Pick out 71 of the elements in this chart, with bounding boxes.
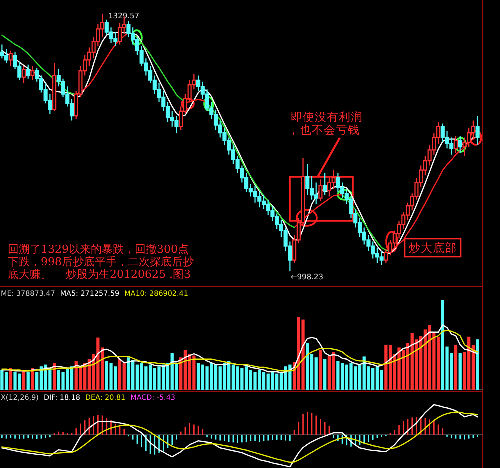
- bar: [232, 364, 236, 390]
- annotation: ，也不会亏钱: [288, 123, 360, 137]
- bar: [136, 364, 140, 390]
- candlestick: [476, 116, 480, 146]
- bar: [96, 338, 100, 390]
- bar: [350, 363, 353, 390]
- bar: [206, 366, 209, 390]
- annotation: 下跌，998后抄底平手，二次探底后抄: [8, 256, 194, 268]
- bar: [306, 343, 310, 390]
- candlestick: [52, 62, 57, 112]
- bar: [398, 348, 401, 390]
- bar: [62, 372, 65, 390]
- bar: [223, 363, 226, 390]
- bar: [22, 370, 26, 390]
- candlestick: [253, 185, 258, 204]
- bar: [0, 370, 4, 390]
- candlestick: [8, 50, 13, 67]
- annotation: 炒大底部: [409, 241, 457, 255]
- bar: [328, 356, 332, 390]
- bar: [122, 363, 126, 390]
- bar: [118, 359, 122, 390]
- bar: [148, 364, 152, 390]
- candlestick: [26, 64, 30, 80]
- bar: [271, 372, 274, 390]
- bar: [110, 363, 113, 390]
- bar: [458, 353, 462, 390]
- bar: [244, 366, 248, 390]
- bar: [314, 358, 318, 390]
- bar: [340, 363, 344, 390]
- bar: [70, 366, 74, 390]
- bar: [214, 364, 218, 390]
- bar: [144, 366, 148, 390]
- bar: [319, 350, 322, 390]
- bar: [240, 368, 244, 390]
- bar: [476, 340, 480, 390]
- candlestick: [323, 172, 328, 196]
- bar: [336, 361, 340, 390]
- bar: [388, 345, 392, 390]
- bar: [184, 350, 188, 390]
- bar: [332, 352, 336, 390]
- bar: [4, 372, 8, 390]
- bar: [192, 356, 196, 390]
- bar: [436, 336, 440, 390]
- candlestick: [318, 179, 323, 202]
- candlestick: [458, 136, 462, 154]
- bar: [48, 368, 52, 390]
- candlestick: [174, 116, 179, 134]
- bar: [288, 364, 292, 390]
- annotation: 回溯了1329以来的暴跌，回撤300点: [8, 243, 189, 256]
- bar: [324, 359, 327, 390]
- candlestick: [380, 250, 384, 266]
- candlestick: [22, 66, 26, 84]
- bar: [302, 320, 305, 390]
- bar: [254, 372, 257, 390]
- bar: [127, 358, 130, 390]
- bar: [262, 372, 266, 390]
- candlestick: [454, 136, 458, 154]
- bar: [380, 370, 384, 390]
- bar: [376, 366, 380, 390]
- annotation: 即使没有利润: [291, 110, 363, 124]
- candlestick: [30, 66, 35, 81]
- bar: [454, 345, 458, 390]
- bar: [26, 372, 30, 390]
- candlestick: [306, 164, 310, 196]
- candlestick: [0, 44, 4, 60]
- annotation: 底大赚。 炒股为生20120625 .图3: [8, 268, 191, 281]
- bar: [196, 363, 200, 390]
- bar: [31, 368, 34, 390]
- bar: [14, 372, 17, 390]
- bar: [384, 345, 388, 390]
- bar: [158, 366, 161, 390]
